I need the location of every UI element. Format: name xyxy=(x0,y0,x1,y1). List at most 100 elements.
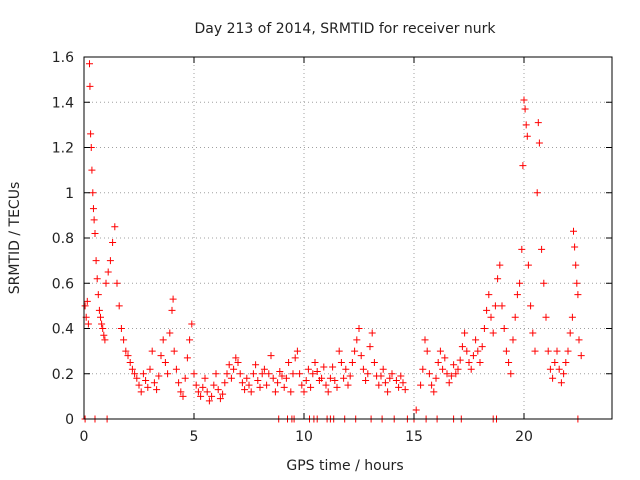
data-point xyxy=(203,388,211,396)
data-point xyxy=(263,381,271,389)
data-point xyxy=(221,379,229,387)
chart-title: Day 213 of 2014, SRMTID for receiver nur… xyxy=(194,21,496,37)
data-point xyxy=(564,347,572,355)
data-point xyxy=(216,395,224,403)
data-point xyxy=(227,374,235,382)
data-point xyxy=(540,279,548,287)
x-tick-label: 10 xyxy=(295,429,313,445)
data-point xyxy=(148,347,156,355)
y-tick-label: 0.2 xyxy=(52,367,74,383)
data-point xyxy=(159,336,167,344)
data-point xyxy=(168,306,176,314)
data-point xyxy=(324,388,332,396)
data-point xyxy=(169,295,177,303)
data-point xyxy=(531,347,539,355)
data-point xyxy=(276,367,284,375)
data-point xyxy=(153,386,161,394)
data-point xyxy=(575,336,583,344)
y-tick-label: 0.8 xyxy=(52,231,74,247)
data-point xyxy=(269,374,277,382)
data-point xyxy=(212,370,220,378)
data-point xyxy=(177,388,185,396)
data-point xyxy=(309,370,317,378)
data-point xyxy=(183,354,191,362)
data-point xyxy=(311,358,319,366)
data-point xyxy=(533,189,541,197)
data-point xyxy=(97,313,104,321)
data-point xyxy=(461,329,469,337)
y-tick-label: 1.6 xyxy=(52,50,74,66)
data-point xyxy=(208,392,216,400)
data-point xyxy=(93,275,101,283)
data-point xyxy=(577,352,585,360)
data-point xyxy=(463,347,471,355)
data-points xyxy=(81,60,585,423)
data-point xyxy=(436,347,444,355)
data-point xyxy=(219,390,227,398)
data-point xyxy=(348,358,356,366)
data-point xyxy=(511,313,519,321)
data-point xyxy=(234,358,242,366)
data-point xyxy=(214,386,222,394)
data-point xyxy=(522,121,530,129)
y-tick-label: 1 xyxy=(65,186,74,202)
data-point xyxy=(201,374,209,382)
data-point xyxy=(90,216,98,224)
data-point xyxy=(355,325,363,332)
data-point xyxy=(483,306,491,314)
data-point xyxy=(223,370,231,378)
data-point xyxy=(142,377,150,385)
data-point xyxy=(375,381,383,389)
data-point xyxy=(445,379,453,387)
data-point xyxy=(562,358,570,366)
data-point xyxy=(518,245,526,253)
data-point xyxy=(441,354,449,362)
data-point xyxy=(225,361,233,369)
data-point xyxy=(298,381,306,389)
data-point xyxy=(291,354,299,362)
data-point xyxy=(520,96,528,104)
data-point xyxy=(555,365,563,373)
data-point xyxy=(572,261,580,269)
y-tick-label: 0.4 xyxy=(52,322,74,338)
data-point xyxy=(238,379,246,387)
data-point xyxy=(500,325,508,332)
data-point xyxy=(425,370,433,378)
data-point xyxy=(472,336,480,344)
data-point xyxy=(485,291,493,299)
data-point xyxy=(318,374,326,382)
data-point xyxy=(342,365,350,373)
data-point xyxy=(494,275,502,283)
data-point xyxy=(133,374,141,382)
data-point xyxy=(175,379,183,387)
data-point xyxy=(83,297,91,305)
data-point xyxy=(574,291,582,299)
data-point xyxy=(258,370,266,378)
data-point xyxy=(86,82,94,90)
data-point xyxy=(527,302,535,310)
data-point xyxy=(115,302,123,310)
data-point xyxy=(566,329,574,337)
data-point xyxy=(534,119,542,127)
data-point xyxy=(491,302,499,310)
data-point xyxy=(443,370,451,378)
data-point xyxy=(553,347,561,355)
data-point xyxy=(274,379,282,387)
x-tick-label: 0 xyxy=(80,429,89,445)
data-point xyxy=(95,306,103,314)
data-point xyxy=(252,361,260,369)
data-point xyxy=(280,383,288,391)
data-point xyxy=(245,381,253,389)
data-point xyxy=(137,388,145,396)
data-point xyxy=(362,377,370,385)
data-point xyxy=(91,229,99,237)
data-point xyxy=(320,363,328,371)
data-point xyxy=(388,370,396,378)
data-point xyxy=(353,336,361,344)
data-point xyxy=(335,347,343,355)
data-point xyxy=(304,365,312,373)
data-point xyxy=(395,383,403,391)
data-point xyxy=(560,370,568,378)
data-point xyxy=(346,372,354,380)
